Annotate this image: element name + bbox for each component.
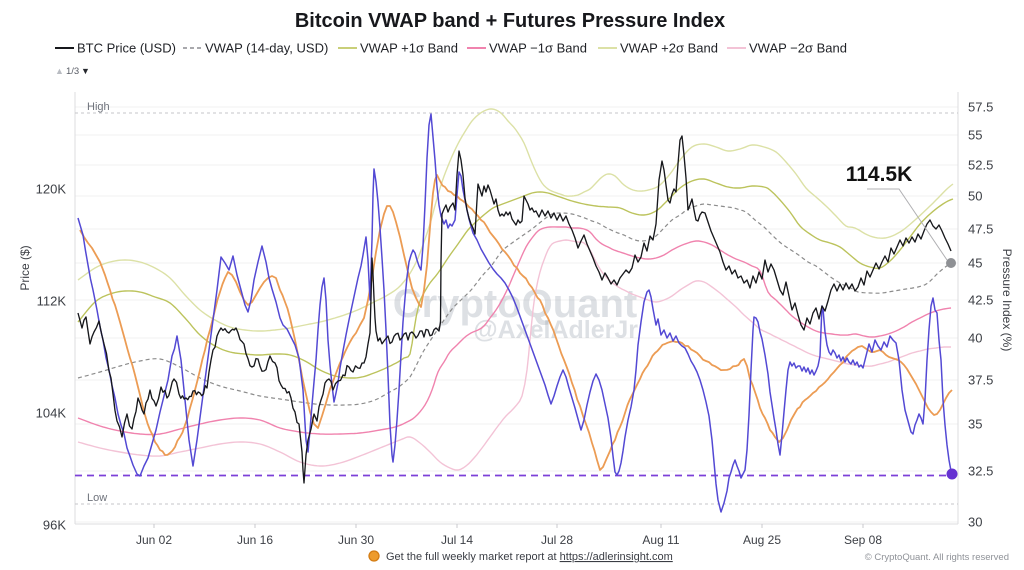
svg-text:▼: ▼ bbox=[81, 66, 90, 76]
svg-text:37.5: 37.5 bbox=[968, 373, 993, 388]
svg-text:50: 50 bbox=[968, 189, 982, 204]
svg-text:47.5: 47.5 bbox=[968, 222, 993, 237]
svg-text:VWAP +1σ Band: VWAP +1σ Band bbox=[360, 41, 458, 56]
svg-text:42.5: 42.5 bbox=[968, 293, 993, 308]
svg-text:1/3: 1/3 bbox=[66, 66, 79, 77]
svg-text:VWAP +2σ Band: VWAP +2σ Band bbox=[620, 41, 718, 56]
svg-text:55: 55 bbox=[968, 128, 982, 143]
svg-text:96K: 96K bbox=[43, 518, 66, 533]
svg-text:Price ($): Price ($) bbox=[18, 245, 32, 290]
svg-text:Jul 28: Jul 28 bbox=[541, 533, 573, 547]
svg-text:Get the full weekly market rep: Get the full weekly market report at htt… bbox=[386, 551, 673, 563]
svg-text:Low: Low bbox=[87, 492, 107, 504]
svg-text:112K: 112K bbox=[37, 294, 67, 309]
svg-text:© CryptoQuant. All rights rese: © CryptoQuant. All rights reserved bbox=[865, 552, 1009, 563]
svg-text:BTC Price (USD): BTC Price (USD) bbox=[77, 41, 176, 56]
svg-text:Jul 14: Jul 14 bbox=[441, 533, 473, 547]
svg-text:VWAP (14‑day, USD): VWAP (14‑day, USD) bbox=[205, 41, 328, 56]
svg-text:High: High bbox=[87, 101, 110, 113]
svg-text:VWAP −1σ Band: VWAP −1σ Band bbox=[489, 41, 587, 56]
svg-text:Jun 30: Jun 30 bbox=[338, 533, 374, 547]
svg-text:52.5: 52.5 bbox=[968, 158, 993, 173]
svg-text:32.5: 32.5 bbox=[968, 464, 993, 479]
svg-text:45: 45 bbox=[968, 256, 982, 271]
svg-text:Jun 02: Jun 02 bbox=[136, 533, 172, 547]
svg-text:Sep 08: Sep 08 bbox=[844, 533, 882, 547]
svg-text:40: 40 bbox=[968, 331, 982, 346]
svg-text:30: 30 bbox=[968, 515, 982, 530]
svg-text:114.5K: 114.5K bbox=[846, 163, 913, 186]
svg-text:Jun 16: Jun 16 bbox=[237, 533, 273, 547]
svg-text:VWAP −2σ Band: VWAP −2σ Band bbox=[749, 41, 847, 56]
svg-text:▲: ▲ bbox=[55, 66, 64, 76]
svg-text:Bitcoin VWAP band + Futures Pr: Bitcoin VWAP band + Futures Pressure Ind… bbox=[295, 10, 725, 32]
svg-text:Pressure Index (%): Pressure Index (%) bbox=[1000, 249, 1014, 352]
svg-text:104K: 104K bbox=[36, 406, 67, 421]
svg-text:120K: 120K bbox=[36, 182, 67, 197]
svg-text:Aug 25: Aug 25 bbox=[743, 533, 781, 547]
svg-text:Aug 11: Aug 11 bbox=[642, 533, 679, 547]
svg-text:57.5: 57.5 bbox=[968, 100, 993, 115]
svg-text:35: 35 bbox=[968, 417, 982, 432]
